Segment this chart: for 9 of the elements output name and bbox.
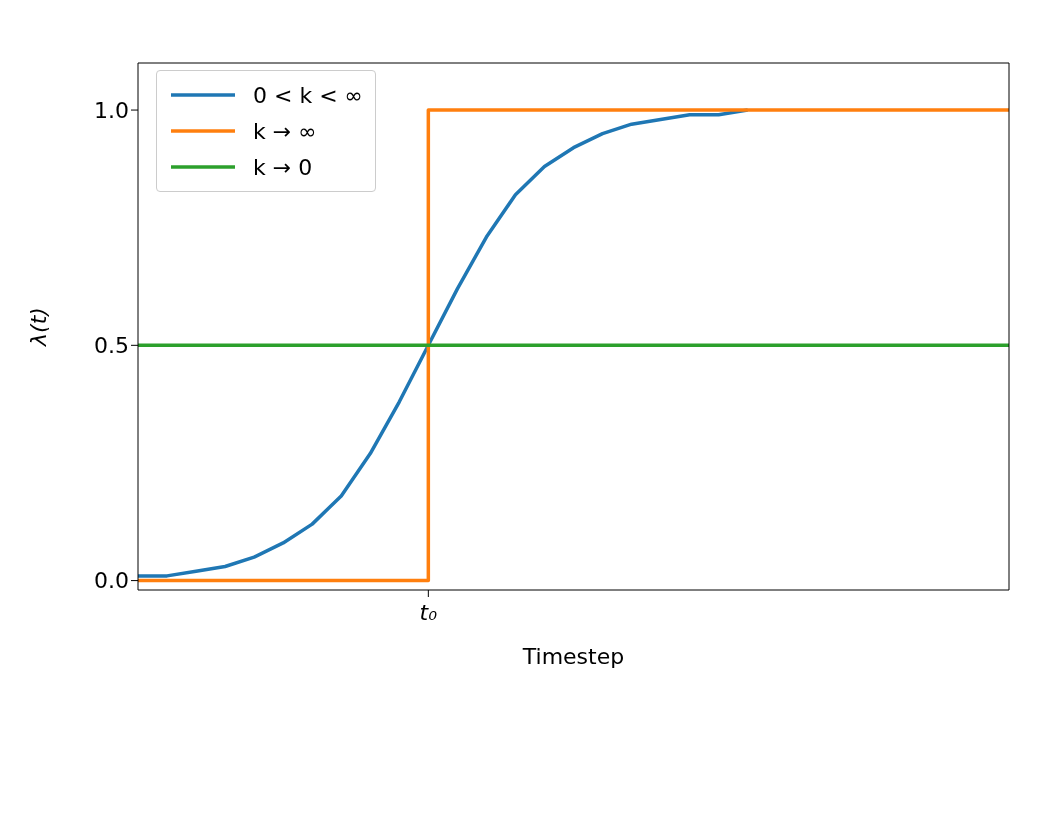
y-tick-label: 1.0: [94, 97, 129, 123]
x-axis-title: Timestep: [521, 644, 625, 669]
legend-label: k → ∞: [253, 118, 317, 144]
y-axis-title: λ(t): [25, 307, 51, 347]
legend-label: k → 0: [253, 154, 313, 180]
y-tick-label: 0.5: [94, 333, 129, 359]
legend-label: 0 < k < ∞: [253, 82, 363, 108]
y-tick-label: 0.0: [94, 568, 129, 594]
x-tick-label: t₀: [419, 600, 438, 625]
